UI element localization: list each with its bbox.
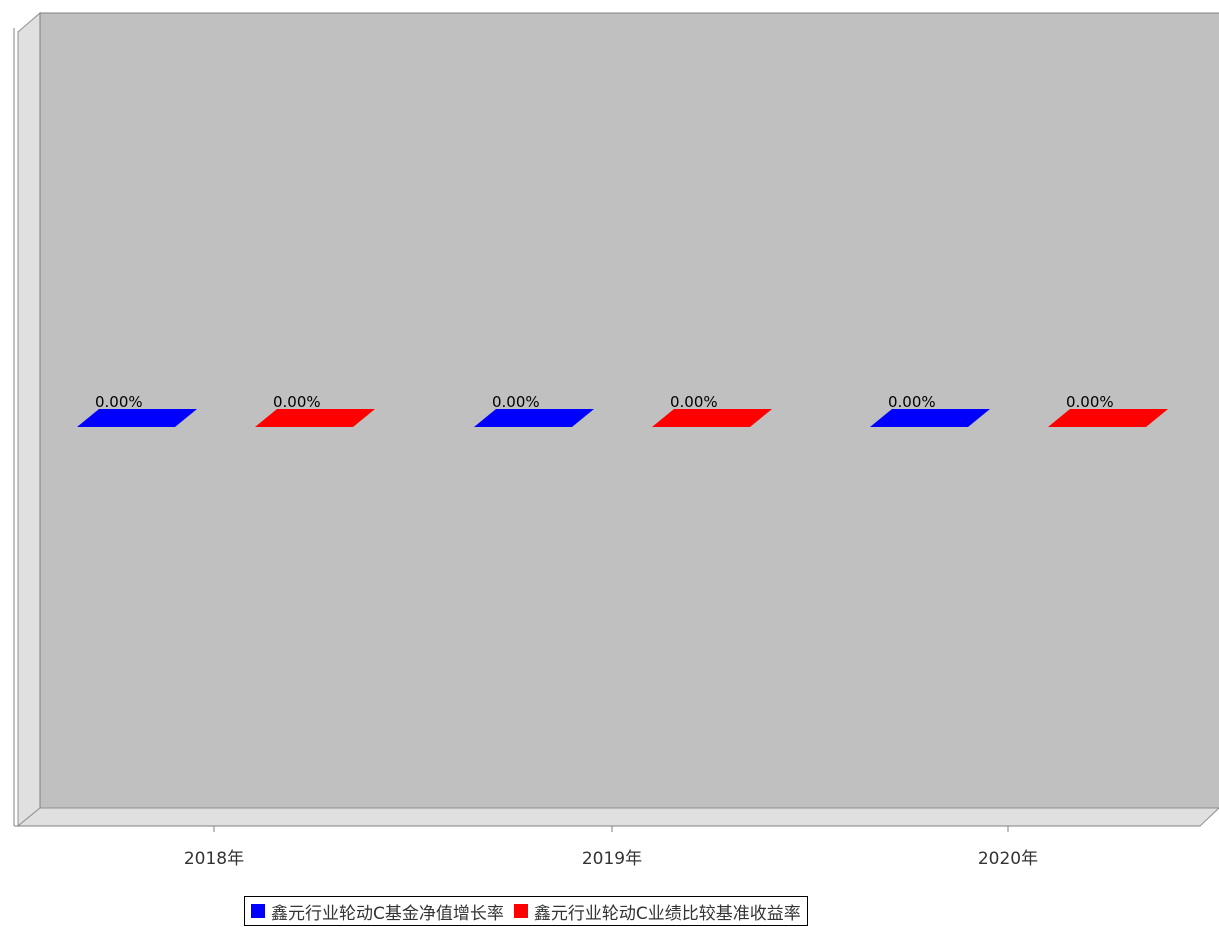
plot-floor bbox=[16, 807, 1219, 827]
plot-back-wall bbox=[40, 13, 1219, 808]
data-label-2-2: 0.00% bbox=[670, 393, 718, 411]
plot-back-edge bbox=[39, 12, 1219, 808]
legend-swatch-series-1 bbox=[251, 904, 265, 918]
chart-frame bbox=[13, 11, 1219, 828]
bar-1-3 bbox=[870, 409, 990, 427]
bar-1-1 bbox=[77, 409, 197, 427]
legend-item-series-2: 鑫元行业轮动C业绩比较基准收益率 bbox=[513, 899, 801, 924]
bar-group: 0.00% 0.00% 0.00% 0.00% 0.00% 0.00% bbox=[77, 393, 1168, 427]
data-label-1-2: 0.00% bbox=[492, 393, 540, 411]
bar-2-2 bbox=[652, 409, 772, 427]
x-tick-label-1: 2018年 bbox=[184, 849, 244, 869]
bar-2-1 bbox=[255, 409, 375, 427]
x-axis: 2018年 2019年 2020年 bbox=[14, 825, 1200, 869]
legend-swatch-series-2 bbox=[513, 904, 528, 918]
data-label-2-1: 0.00% bbox=[273, 393, 321, 411]
bar-1-2 bbox=[474, 409, 594, 427]
legend-label-series-1: 鑫元行业轮动C基金净值增长率 bbox=[271, 903, 504, 924]
data-label-2-3: 0.00% bbox=[1066, 393, 1114, 411]
legend: 鑫元行业轮动C基金净值增长率 鑫元行业轮动C业绩比较基准收益率 bbox=[244, 896, 808, 926]
bar-2-3 bbox=[1048, 409, 1168, 427]
x-tick-label-2: 2019年 bbox=[582, 849, 642, 869]
data-label-1-3: 0.00% bbox=[888, 393, 936, 411]
plot-side-wall bbox=[17, 11, 41, 828]
data-label-1-1: 0.00% bbox=[95, 393, 143, 411]
legend-label-series-2: 鑫元行业轮动C业绩比较基准收益率 bbox=[533, 903, 801, 924]
x-tick-label-3: 2020年 bbox=[978, 849, 1038, 869]
legend-item-series-1: 鑫元行业轮动C基金净值增长率 bbox=[251, 899, 504, 924]
